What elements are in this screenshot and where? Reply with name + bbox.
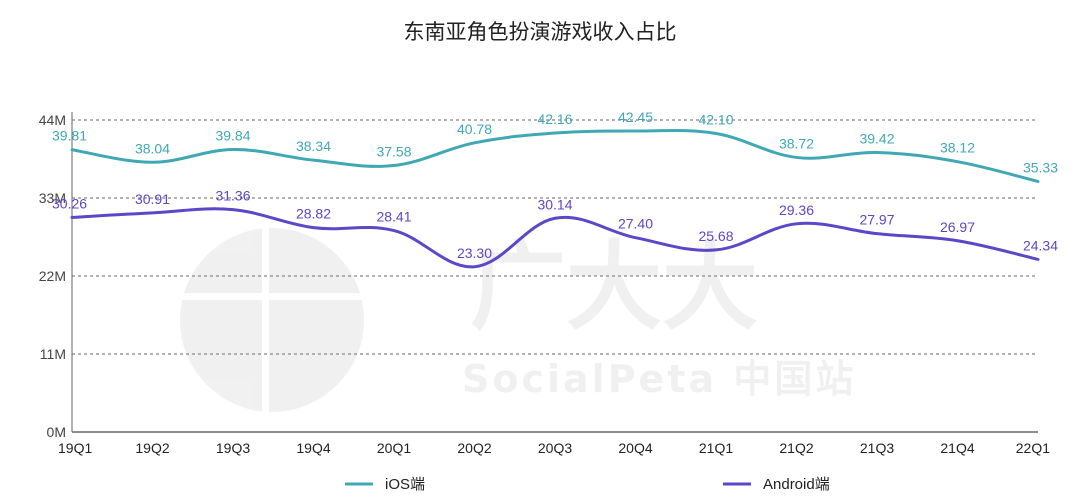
x-tick-label: 20Q1 [377,440,411,456]
x-tick-label: 21Q4 [940,440,974,456]
data-label: 28.41 [376,209,411,225]
x-tick-label: 20Q4 [618,440,652,456]
data-label: 37.58 [376,144,411,160]
data-label: 28.82 [296,206,331,222]
x-tick-label: 19Q3 [216,440,250,456]
data-label: 39.81 [52,128,87,144]
data-label: 30.14 [537,196,572,212]
y-tick-label: 0M [47,424,66,440]
data-label: 42.16 [537,111,572,127]
data-label: 39.84 [215,127,250,143]
data-label: 38.12 [940,140,975,156]
data-label: 29.36 [779,202,814,218]
data-label: 27.97 [859,212,894,228]
data-label: 24.34 [1023,237,1058,253]
watermark: 广大大 SocialPeta 中国站 [176,222,856,418]
x-tick-label: 21Q3 [860,440,894,456]
x-tick-label: 19Q2 [135,440,169,456]
x-tick-label: 20Q3 [538,440,572,456]
x-tick-label: 20Q2 [457,440,491,456]
chart-title: 东南亚角色扮演游戏收入占比 [404,21,677,44]
data-label: 25.68 [698,228,733,244]
x-tick-label: 19Q1 [58,440,92,456]
y-tick-label: 11M [40,346,66,362]
data-label: 42.45 [618,109,653,125]
legend-label: Android端 [763,476,830,493]
y-tick-label: 33M [39,190,66,206]
y-tick-label: 44M [39,112,66,128]
legend-label: iOS端 [385,476,425,493]
data-label: 27.40 [618,216,653,232]
x-tick-label: 21Q1 [699,440,733,456]
data-label: 38.72 [779,135,814,151]
data-label: 30.26 [52,195,87,211]
data-label: 38.34 [296,138,331,154]
data-label: 38.04 [135,140,170,156]
svg-text:广大大: 广大大 [470,231,758,343]
data-label: 35.33 [1023,159,1058,175]
data-label: 30.91 [135,191,170,207]
data-label: 40.78 [457,121,492,137]
x-tick-label: 19Q4 [296,440,330,456]
data-label: 26.97 [940,219,975,235]
data-label: 31.36 [215,188,250,204]
data-label: 39.42 [859,130,894,146]
x-tick-label: 21Q2 [779,440,813,456]
x-tick-label: 22Q1 [1016,440,1050,456]
data-label: 23.30 [457,245,492,261]
y-tick-label: 22M [39,268,66,284]
data-label: 42.10 [698,111,733,127]
svg-text:SocialPeta 中国站: SocialPeta 中国站 [462,357,856,401]
